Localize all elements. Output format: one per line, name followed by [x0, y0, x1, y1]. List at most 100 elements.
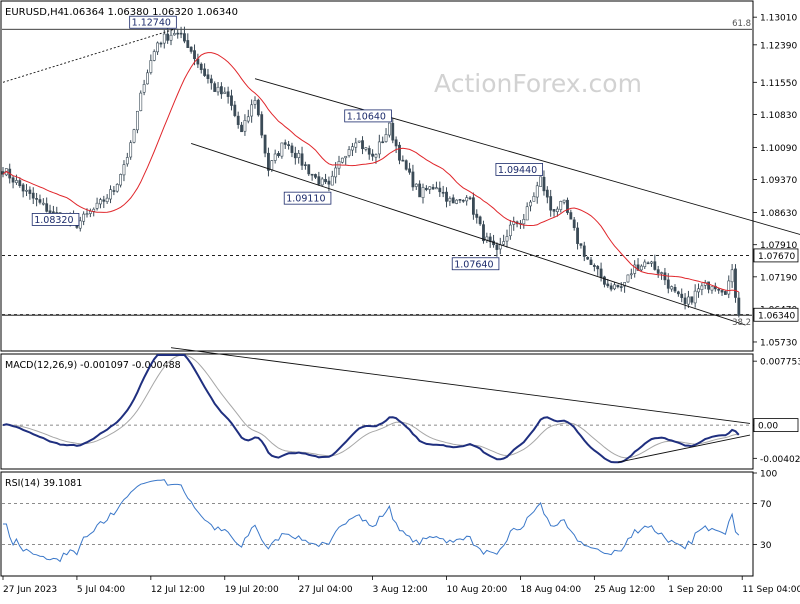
candle-body: [458, 199, 462, 201]
candle-body: [35, 198, 39, 200]
macd-tick-label: 0.007753: [760, 358, 800, 368]
candle-body: [727, 280, 731, 295]
label-layer: 61.8 38.2 1.12740 1.08320 1.10640 1.09110 1.09…: [31, 15, 751, 328]
candle-body: [310, 173, 314, 176]
candle-body: [189, 46, 193, 52]
candle-body: [99, 199, 102, 205]
candle-body: [88, 211, 92, 214]
price-tick-label: 1.11550: [760, 79, 797, 89]
candle-body: [482, 224, 485, 242]
candle-body: [666, 279, 670, 289]
candle-body: [569, 212, 573, 220]
candle-body: [199, 63, 203, 70]
candle-body: [478, 216, 482, 225]
time-tick-label: 19 Jul 20:00: [225, 585, 279, 595]
candle-body: [435, 187, 438, 190]
candle-body: [589, 259, 593, 265]
upper-channel-line: [254, 78, 800, 235]
rsi-tick-label: 70: [760, 500, 772, 510]
candle-body: [539, 176, 543, 187]
candle-body: [505, 236, 509, 242]
candle-body: [303, 164, 307, 166]
candle-body: [555, 208, 559, 213]
candle-body: [653, 261, 657, 270]
candle-body: [183, 33, 186, 42]
macd-line: [2, 354, 740, 464]
candle-body: [361, 140, 364, 150]
price-annotation-box: [283, 191, 332, 205]
candle-body: [717, 288, 721, 291]
candle-body: [354, 142, 358, 148]
candle-body: [465, 197, 469, 202]
candle-body: [347, 149, 351, 156]
candle-body: [179, 32, 183, 35]
candle-body: [159, 42, 163, 45]
price-annotation-box: [344, 109, 392, 123]
candle-body: [579, 243, 583, 246]
candle-body: [683, 297, 687, 304]
candle-body: [522, 219, 526, 225]
macd-tag-label: 0.00: [758, 422, 778, 432]
candle-body: [387, 122, 391, 136]
candle-body: [495, 244, 499, 250]
candle-body: [508, 224, 512, 237]
candle-body: [213, 83, 217, 92]
price-annotation-label: 1.10640: [347, 111, 386, 122]
candle-body: [613, 284, 616, 290]
candle-body: [45, 203, 49, 212]
candle-body: [680, 293, 684, 298]
candle-body: [340, 157, 344, 163]
candle-body: [606, 283, 610, 287]
time-tick-label: 11 Sep 04:00: [742, 585, 800, 595]
candle-body: [566, 199, 569, 213]
candle-body: [230, 95, 233, 106]
candle-body: [394, 139, 398, 147]
candle-body: [710, 286, 714, 291]
price-tag-label: 1.06340: [758, 311, 795, 321]
candle-body: [283, 142, 287, 145]
candle-body: [475, 213, 479, 218]
candle-body: [243, 120, 247, 132]
rsi-panel-frame: [0, 471, 754, 577]
candle-body: [616, 284, 620, 288]
candle-body: [687, 296, 690, 305]
candle-body: [320, 178, 324, 186]
candle-body: [734, 268, 737, 298]
candle-body: [639, 265, 643, 271]
time-tick-label: 5 Jul 04:00: [77, 585, 126, 595]
time-tick-label: 3 Aug 12:00: [373, 585, 428, 595]
candle-body: [619, 286, 623, 288]
candle-body: [586, 257, 590, 260]
macd-trendline-lower: [617, 434, 751, 463]
candle-body: [643, 261, 647, 267]
candle-body: [119, 174, 123, 186]
candle-body: [391, 123, 395, 141]
candle-body: [38, 199, 42, 203]
candle-body: [293, 152, 297, 159]
candle-body: [41, 202, 45, 205]
candle-body: [623, 282, 627, 287]
time-tick-label: 27 Jun 2023: [3, 585, 57, 595]
candle-body: [92, 208, 96, 212]
candle-body: [502, 241, 506, 245]
price-annotation-label: 1.08320: [34, 215, 73, 226]
candle-body: [21, 184, 25, 192]
candle-body: [636, 264, 640, 271]
candle-body: [209, 78, 213, 84]
candle-body: [31, 192, 35, 199]
candle-body: [344, 155, 348, 159]
time-tick-label: 1 Sep 20:00: [668, 585, 723, 595]
trendline-layer: [2, 28, 800, 463]
candle-body: [441, 191, 445, 194]
candle-body: [673, 287, 677, 292]
price-tick-label: 1.10090: [760, 144, 797, 154]
axis-layer: 1.13010 1.12390 1.11550 1.10830 1.10090 1.093…: [2, 14, 800, 595]
candle-body: [428, 186, 432, 190]
candle-body: [226, 91, 230, 97]
candle-body: [737, 297, 741, 316]
candle-body: [693, 290, 697, 304]
candle-body: [253, 100, 257, 105]
candle-body: [529, 201, 532, 207]
candle-body: [246, 116, 250, 122]
candle-body: [152, 51, 156, 61]
